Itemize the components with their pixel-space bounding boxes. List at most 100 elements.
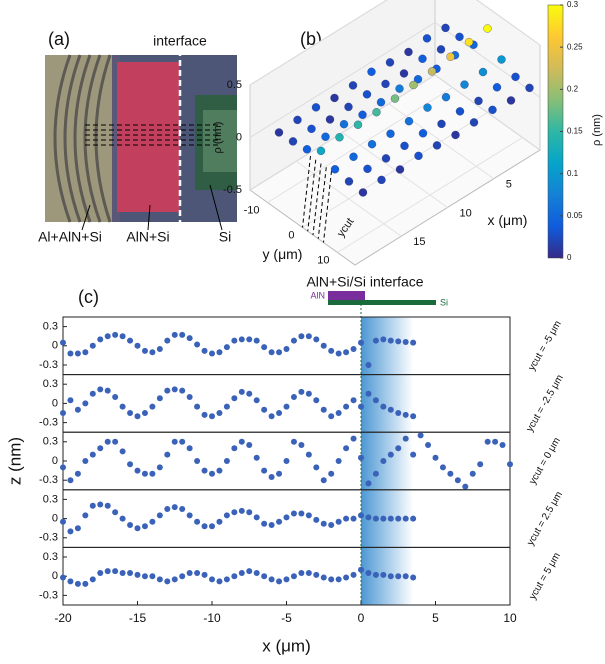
z-axis-label: ρ (nm) (212, 122, 224, 154)
point (353, 120, 363, 129)
y-tick-label: 10 (317, 254, 329, 266)
point (231, 573, 238, 580)
point (400, 141, 409, 151)
point (201, 467, 208, 474)
point (89, 390, 96, 397)
point (156, 576, 163, 583)
y-tick-label: 0 (52, 397, 58, 409)
colorbar-tick-label: 0.25 (567, 42, 583, 51)
point (164, 451, 171, 458)
point (156, 346, 163, 352)
point (497, 55, 506, 64)
point (231, 395, 238, 402)
shaded-region (361, 317, 414, 605)
point (441, 93, 451, 102)
point (372, 515, 379, 522)
interface-label: interface (153, 33, 207, 49)
grid-line (249, 74, 541, 191)
point (276, 470, 283, 477)
x-tick-label: -20 (54, 611, 72, 625)
point (261, 520, 268, 527)
y-tick-label: -0.3 (39, 359, 58, 371)
point (402, 573, 409, 580)
point (171, 386, 178, 393)
point (313, 336, 320, 343)
point (141, 573, 148, 580)
point (179, 438, 186, 445)
point (439, 464, 446, 471)
point (423, 103, 432, 112)
panel-label: (a) (48, 29, 70, 49)
point (127, 570, 134, 576)
point (283, 403, 290, 410)
point (186, 570, 193, 576)
point (67, 350, 74, 357)
point (97, 445, 104, 452)
point (112, 438, 119, 445)
point (328, 347, 335, 354)
point (320, 574, 327, 581)
colorbar-tick-label: 0.05 (567, 211, 583, 220)
point (261, 467, 268, 474)
point (112, 394, 119, 400)
point (268, 413, 275, 420)
point (422, 34, 432, 43)
point (298, 388, 305, 395)
point (387, 573, 394, 580)
point (231, 445, 238, 452)
point (276, 410, 283, 416)
point (328, 413, 335, 420)
point (477, 461, 484, 468)
point (112, 331, 119, 338)
point (179, 387, 186, 394)
point (127, 410, 134, 416)
point (134, 571, 141, 578)
point (464, 37, 474, 47)
point (246, 336, 253, 343)
point (305, 570, 312, 576)
point (171, 504, 178, 511)
point (141, 347, 148, 354)
point (372, 571, 379, 578)
point (216, 467, 223, 474)
point (460, 80, 469, 89)
point (253, 337, 260, 344)
point (290, 438, 297, 445)
point (223, 458, 230, 464)
z-tick-label: 0 (236, 131, 242, 143)
point (127, 461, 134, 468)
point (119, 448, 126, 455)
point (343, 403, 350, 410)
point (141, 410, 148, 416)
point (399, 69, 409, 78)
x-tick-label: 0 (358, 611, 365, 625)
point (74, 350, 81, 357)
point (395, 515, 402, 522)
point (432, 141, 442, 150)
point (238, 438, 245, 445)
grid-line (249, 0, 541, 86)
point (305, 512, 312, 519)
point (194, 341, 201, 348)
point (194, 403, 201, 410)
point (380, 515, 387, 522)
y-tick-label: 0 (52, 455, 58, 467)
point (365, 570, 372, 576)
point (231, 337, 238, 344)
point (372, 108, 381, 117)
point (223, 512, 230, 519)
point (311, 103, 321, 112)
point (335, 458, 342, 464)
point (321, 132, 330, 141)
point (381, 154, 391, 163)
point (82, 512, 89, 519)
point (298, 510, 305, 517)
point (290, 510, 297, 517)
point (410, 574, 417, 581)
y-tick-label: 0.3 (43, 436, 58, 448)
point (97, 336, 104, 343)
point (335, 518, 342, 525)
point (171, 331, 178, 338)
